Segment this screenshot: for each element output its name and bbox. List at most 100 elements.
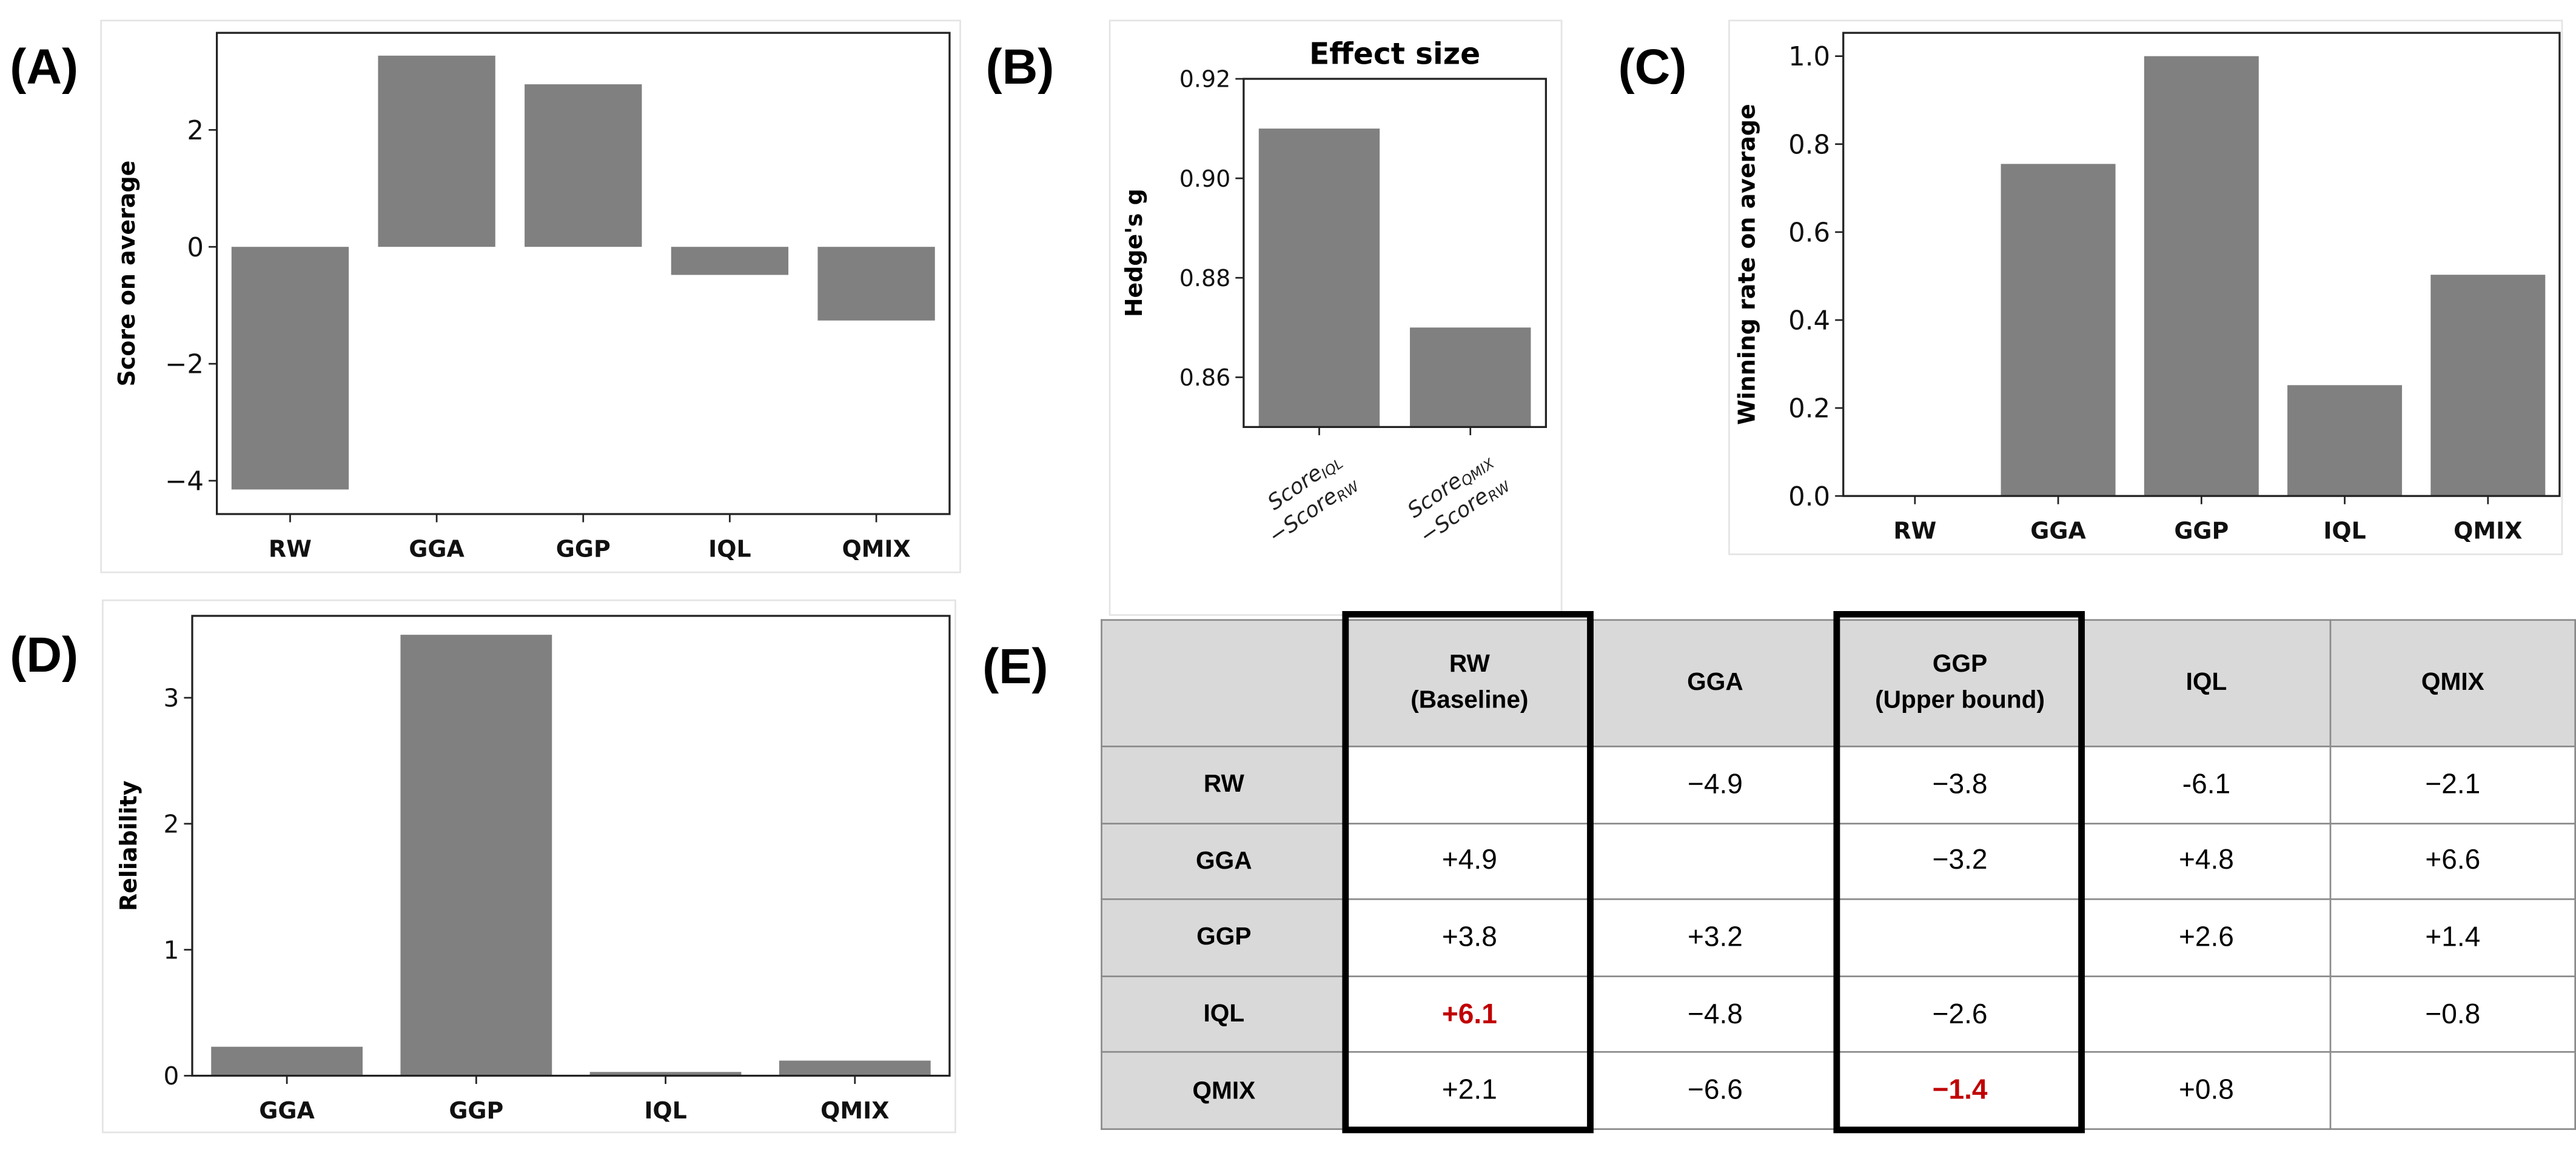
table-cell xyxy=(1592,822,1839,901)
x-tick-label: GGA xyxy=(409,535,465,562)
x-tick-label: RW xyxy=(269,535,312,562)
table-cell: -6.1 xyxy=(2081,745,2332,824)
y-tick-label: 1 xyxy=(163,935,179,964)
table-cell xyxy=(1345,745,1594,824)
table-cell: +1.4 xyxy=(2329,898,2576,977)
x-tick-label: RW xyxy=(1893,518,1936,544)
column-name: GGA xyxy=(1687,668,1743,697)
axes-frame xyxy=(1243,78,1547,429)
bar-0 xyxy=(231,247,349,490)
y-tick-label: 0.88 xyxy=(1179,265,1230,292)
table-row: IQL +6.1 −4.8 −2.6 −0.8 xyxy=(1101,975,2576,1054)
row-header: GGP xyxy=(1101,898,1347,977)
bar-3 xyxy=(779,1060,931,1076)
table-cell: −4.9 xyxy=(1592,745,1839,824)
table-row: RW −4.9 −3.8 -6.1 −2.1 xyxy=(1101,745,2576,824)
bar-4 xyxy=(817,247,935,321)
y-tick-label: 2 xyxy=(163,809,179,838)
table-cell: +0.8 xyxy=(2081,1051,2332,1130)
table-cell: +2.1 xyxy=(1345,1051,1594,1130)
x-tick-label: GGA xyxy=(259,1097,315,1124)
table-cell: −2.1 xyxy=(2329,745,2576,824)
bar-0 xyxy=(1258,129,1380,427)
table-cell: −0.8 xyxy=(2329,975,2576,1054)
table-cell: +6.6 xyxy=(2329,822,2576,901)
x-tick-label: IQL xyxy=(2323,518,2366,544)
column-subtitle: (Upper bound) xyxy=(1875,686,2045,715)
panel-label-b: (B) xyxy=(985,41,1055,96)
x-tick-label: GGA xyxy=(2030,518,2086,544)
table-cell: +4.8 xyxy=(2081,822,2332,901)
y-tick-label: 0.90 xyxy=(1179,165,1230,192)
bar-1 xyxy=(378,55,495,247)
table-cell: +6.1 xyxy=(1345,975,1594,1054)
table-cell: +4.9 xyxy=(1345,822,1594,901)
column-header-qmix: QMIX xyxy=(2329,619,2576,747)
column-name: RW xyxy=(1449,650,1490,679)
y-tick-label: 0.8 xyxy=(1788,130,1830,160)
bar-3 xyxy=(671,247,789,275)
column-name: GGP xyxy=(1932,650,1988,679)
y-axis-label: Reliability xyxy=(115,780,142,911)
table-cell: −3.8 xyxy=(1836,745,2084,824)
bar-4 xyxy=(2430,275,2546,496)
column-header-iql: IQL xyxy=(2081,619,2332,747)
column-name: QMIX xyxy=(2421,668,2484,697)
panel-c-frame xyxy=(1728,19,2563,555)
table-cell xyxy=(1836,898,2084,977)
panel-label-d: (D) xyxy=(10,629,79,684)
chart-d: 0 1 2 3 GGA GGP IQL QMIX Reliability xyxy=(115,615,951,1124)
table-cell: −1.4 xyxy=(1836,1051,2084,1130)
row-header: QMIX xyxy=(1101,1051,1347,1130)
pairwise-score-table: RW (Baseline) GGA GGP (Upper bound) IQL QMIX RW… xyxy=(1101,619,2576,1130)
bar-3 xyxy=(2287,385,2403,496)
table-cell xyxy=(2329,1051,2576,1130)
table-cell: +3.2 xyxy=(1592,898,1839,977)
bar-1 xyxy=(2001,164,2116,496)
x-tick-label: GGP xyxy=(2174,518,2229,544)
panel-d-frame xyxy=(101,599,956,1134)
table-row: QMIX +2.1 −6.6 −1.4 +0.8 xyxy=(1101,1051,2576,1130)
row-header: RW xyxy=(1101,745,1347,824)
y-tick-label: 1.0 xyxy=(1788,42,1830,72)
panel-b-frame xyxy=(1109,19,1563,616)
column-header-gga: GGA xyxy=(1592,619,1839,747)
y-tick-label: 0.2 xyxy=(1788,394,1830,424)
table-cell: −2.6 xyxy=(1836,975,2084,1054)
x-tick-label: GGP xyxy=(449,1097,503,1124)
table-cell: +2.6 xyxy=(2081,898,2332,977)
panel-label-c: (C) xyxy=(1618,41,1687,96)
y-tick-label: −2 xyxy=(165,350,204,380)
row-header: IQL xyxy=(1101,975,1347,1054)
y-tick-label: 3 xyxy=(163,684,179,713)
panel-a-frame xyxy=(100,19,961,573)
table-corner-cell xyxy=(1101,619,1347,747)
row-header: GGA xyxy=(1101,822,1347,901)
y-tick-label: 2 xyxy=(187,116,204,146)
panel-label-a: (A) xyxy=(10,41,79,96)
column-name: IQL xyxy=(2185,668,2227,697)
column-subtitle: (Baseline) xyxy=(1410,686,1529,715)
x-tick-label: IQL xyxy=(644,1097,686,1124)
x-tick-label: GGP xyxy=(556,535,611,562)
table-cell: −3.2 xyxy=(1836,822,2084,901)
y-axis-label: Winning rate on average xyxy=(1733,104,1760,425)
table-row: GGP +3.8 +3.2 +2.6 +1.4 xyxy=(1101,898,2576,977)
x-tick-label: QMIX xyxy=(2454,518,2522,544)
y-axis-label: Hedge's g xyxy=(1121,189,1147,317)
chart-c: 0.0 0.2 0.4 0.6 0.8 1.0 RW GGA GGP IQL QMIX Winning… xyxy=(1733,32,2561,544)
y-tick-label: 0.4 xyxy=(1788,306,1830,336)
table-cell xyxy=(2081,975,2332,1054)
y-tick-label: −4 xyxy=(165,467,204,497)
y-tick-label: 0.6 xyxy=(1788,218,1830,248)
x-tick-label: QMIX xyxy=(842,535,910,562)
column-header-rw: RW (Baseline) xyxy=(1345,619,1594,747)
chart-title: Effect size xyxy=(1309,38,1480,72)
table-header-row: RW (Baseline) GGA GGP (Upper bound) IQL QMIX xyxy=(1101,619,2576,747)
table-row: GGA +4.9 −3.2 +4.8 +6.6 xyxy=(1101,822,2576,901)
bar-1 xyxy=(400,635,552,1076)
y-tick-label: 0 xyxy=(163,1061,179,1091)
table-cell: −4.8 xyxy=(1592,975,1839,1054)
y-tick-label: 0.86 xyxy=(1179,364,1230,391)
